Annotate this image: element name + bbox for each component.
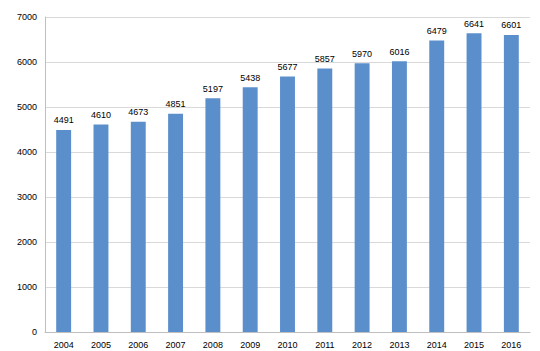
svg-text:6016: 6016 — [389, 47, 409, 57]
svg-text:5970: 5970 — [352, 49, 372, 59]
svg-text:6601: 6601 — [501, 20, 521, 30]
svg-text:6641: 6641 — [464, 19, 484, 29]
svg-text:0: 0 — [32, 327, 37, 337]
svg-text:5857: 5857 — [315, 54, 335, 64]
svg-text:2000: 2000 — [17, 237, 37, 247]
svg-text:5438: 5438 — [240, 73, 260, 83]
svg-text:3000: 3000 — [17, 192, 37, 202]
svg-text:6479: 6479 — [427, 26, 447, 36]
svg-text:2016: 2016 — [501, 340, 521, 350]
svg-text:2007: 2007 — [166, 340, 186, 350]
svg-text:1000: 1000 — [17, 282, 37, 292]
svg-text:2004: 2004 — [54, 340, 74, 350]
svg-text:2006: 2006 — [128, 340, 148, 350]
svg-text:2008: 2008 — [203, 340, 223, 350]
svg-text:5197: 5197 — [203, 84, 223, 94]
svg-text:4851: 4851 — [166, 99, 186, 109]
svg-text:2014: 2014 — [427, 340, 447, 350]
svg-text:2010: 2010 — [277, 340, 297, 350]
svg-text:4673: 4673 — [128, 107, 148, 117]
svg-text:5677: 5677 — [277, 62, 297, 72]
svg-text:4000: 4000 — [17, 147, 37, 157]
svg-text:2012: 2012 — [352, 340, 372, 350]
svg-text:4610: 4610 — [91, 110, 111, 120]
svg-text:5000: 5000 — [17, 102, 37, 112]
svg-text:2009: 2009 — [240, 340, 260, 350]
svg-text:2011: 2011 — [315, 340, 334, 350]
svg-text:2015: 2015 — [464, 340, 484, 350]
svg-text:6000: 6000 — [17, 57, 37, 67]
svg-text:7000: 7000 — [17, 12, 37, 22]
svg-text:4491: 4491 — [54, 115, 74, 125]
svg-text:2013: 2013 — [389, 340, 409, 350]
svg-text:2005: 2005 — [91, 340, 111, 350]
